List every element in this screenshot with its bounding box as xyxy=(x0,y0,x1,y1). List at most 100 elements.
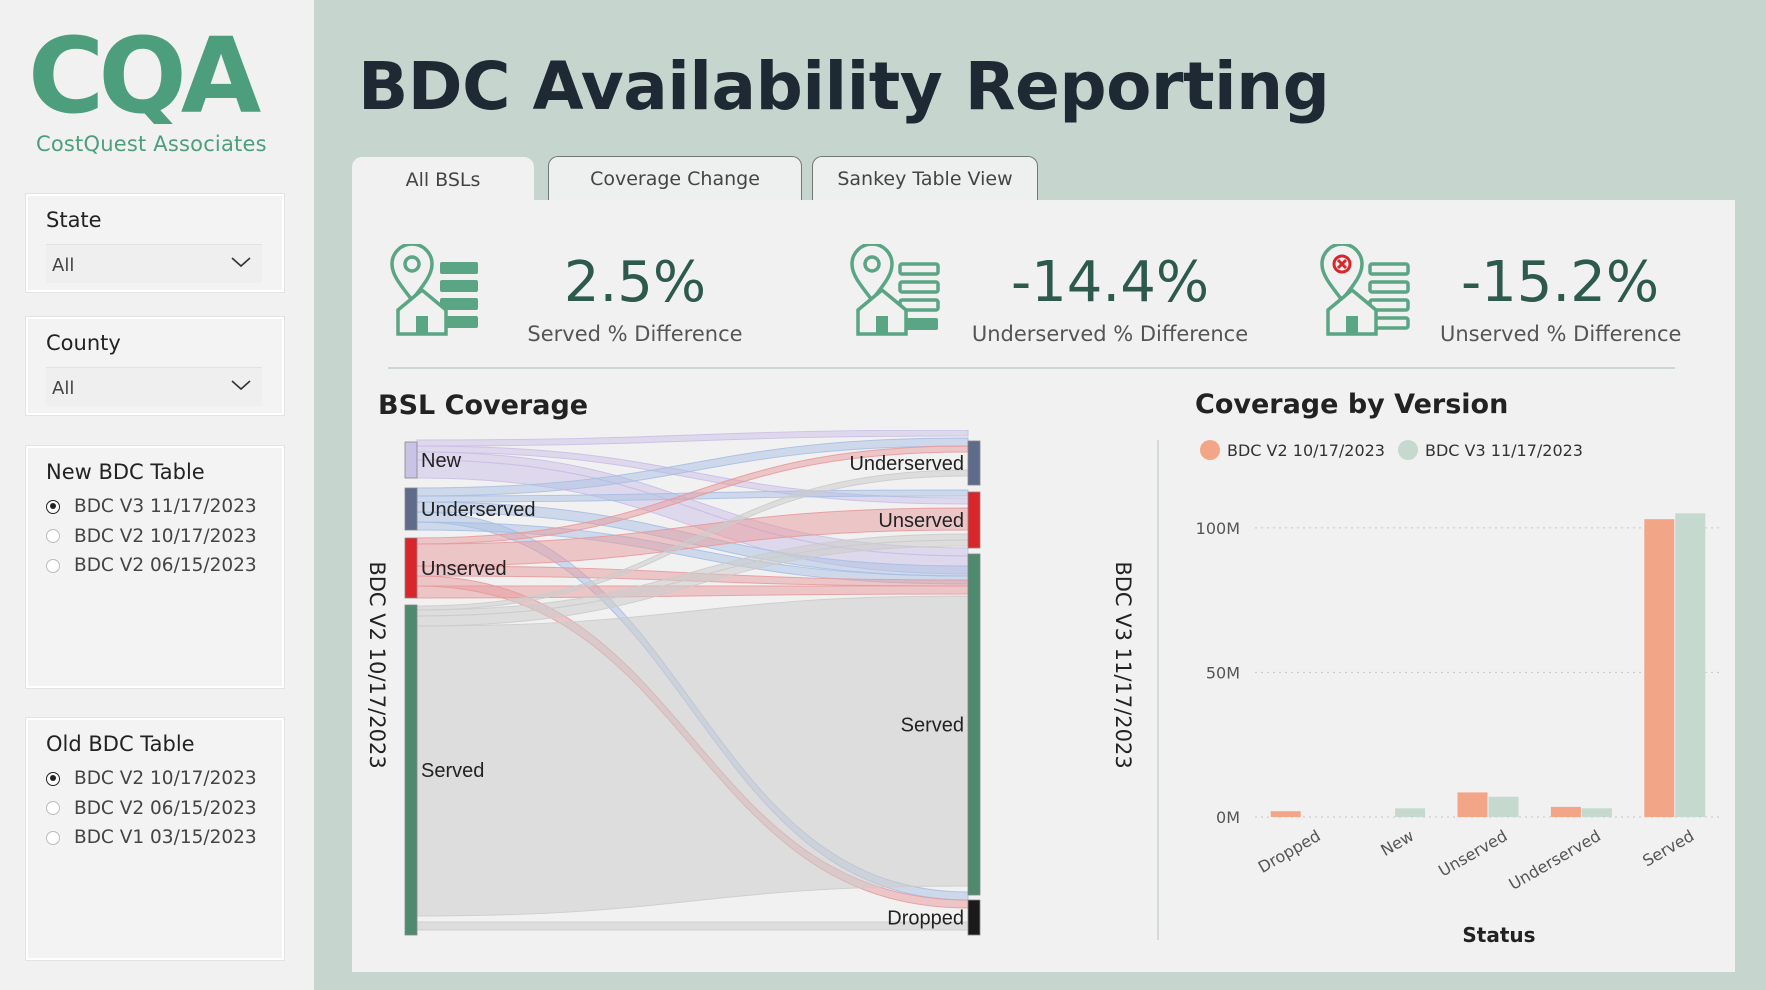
y-tick-label: 0M xyxy=(1216,808,1240,827)
bar-new-series-1[interactable] xyxy=(1395,808,1426,817)
chart-separator xyxy=(1157,440,1159,940)
served-difference-value: 2.5% xyxy=(563,250,707,315)
unserved-difference-value: -15.2% xyxy=(1460,250,1660,315)
map-pin-house-icon xyxy=(390,244,478,336)
bar-unserved-series-1[interactable] xyxy=(1488,796,1519,817)
sankey-flow xyxy=(416,430,969,447)
new-bdc-table-option-label: BDC V2 06/15/2023 xyxy=(74,555,257,577)
radio-icon[interactable] xyxy=(46,801,60,816)
county-dropdown[interactable]: All xyxy=(46,367,262,406)
sankey-left-axis-label: BDC V2 10/17/2023 xyxy=(365,561,389,768)
x-tick-label: New xyxy=(1377,826,1417,860)
sankey-label-left-underserved: Underserved xyxy=(421,499,536,521)
sankey-node-right-dropped[interactable] xyxy=(967,899,981,936)
page-title: BDC Availability Reporting xyxy=(358,48,1330,125)
county-slicer-title: County xyxy=(46,331,121,355)
county-slicer: County All xyxy=(26,317,284,415)
bsl-coverage-sankey: New Underserved Unserved Served Underserved U… xyxy=(365,430,1135,936)
legend-label[interactable]: BDC V3 11/17/2023 xyxy=(1425,441,1583,460)
sankey-node-left-unserved[interactable] xyxy=(404,537,418,599)
sankey-right-axis-label: BDC V3 11/17/2023 xyxy=(1111,561,1135,768)
logo-subtitle: CostQuest Associates xyxy=(36,132,267,156)
bar-underserved-series-1[interactable] xyxy=(1581,808,1612,817)
underserved-difference-value: -14.4% xyxy=(1010,250,1210,315)
radio-icon[interactable] xyxy=(46,499,60,514)
x-tick-label: Unserved xyxy=(1435,826,1510,880)
sankey-flow xyxy=(416,595,969,917)
sankey-label-left-served: Served xyxy=(421,760,484,782)
sankey-label-right-unserved: Unserved xyxy=(878,510,964,532)
cqa-logo: CQA CostQuest Associates xyxy=(28,24,288,164)
legend-label[interactable]: BDC V2 10/17/2023 xyxy=(1227,441,1385,460)
new-bdc-table-slicer: New BDC Table BDC V3 11/17/2023 BDC V2 10… xyxy=(26,446,284,688)
old-bdc-table-slicer: Old BDC Table BDC V2 10/17/2023 BDC V2 06… xyxy=(26,718,284,960)
map-pin-house-outline-icon xyxy=(850,244,940,336)
old-bdc-table-options: BDC V2 10/17/2023 BDC V2 06/15/2023 BDC V1… xyxy=(46,764,257,853)
radio-icon[interactable] xyxy=(46,529,60,544)
old-bdc-table-option-label: BDC V2 10/17/2023 xyxy=(74,768,257,790)
sankey-node-right-underserved[interactable] xyxy=(967,440,981,486)
sankey-node-left-underserved[interactable] xyxy=(404,487,418,531)
state-dropdown[interactable]: All xyxy=(46,244,262,283)
new-bdc-table-option[interactable]: BDC V3 11/17/2023 xyxy=(46,492,257,522)
bar-served-series-1[interactable] xyxy=(1675,513,1706,817)
sankey-node-right-unserved[interactable] xyxy=(967,491,981,549)
sankey-label-right-served: Served xyxy=(901,715,964,737)
old-bdc-table-title: Old BDC Table xyxy=(46,732,195,756)
tab-sankey-table-view[interactable]: Sankey Table View xyxy=(812,156,1038,200)
legend-swatch[interactable] xyxy=(1200,440,1220,460)
legend-swatch[interactable] xyxy=(1398,440,1418,460)
tab-coverage-change[interactable]: Coverage Change xyxy=(548,156,802,200)
y-tick-label: 50M xyxy=(1206,663,1240,682)
underserved-difference-label: Underserved % Difference xyxy=(971,322,1249,346)
sankey-label-right-underserved: Underserved xyxy=(849,453,964,475)
old-bdc-table-option-label: BDC V1 03/15/2023 xyxy=(74,827,257,849)
y-tick-label: 100M xyxy=(1196,519,1240,538)
tab-all-bsls[interactable]: All BSLs xyxy=(352,157,534,202)
x-tick-label: Dropped xyxy=(1255,826,1324,877)
state-slicer: State All xyxy=(26,194,284,292)
bar-chart-xlabel: Status xyxy=(1462,923,1535,947)
bar-served-series-0[interactable] xyxy=(1644,519,1675,817)
old-bdc-table-option[interactable]: BDC V2 10/17/2023 xyxy=(46,764,257,794)
kpi-divider xyxy=(388,367,1675,369)
sankey-node-left-new[interactable] xyxy=(404,441,418,479)
old-bdc-table-option-label: BDC V2 06/15/2023 xyxy=(74,797,257,819)
sankey-flow xyxy=(416,585,969,599)
new-bdc-table-option[interactable]: BDC V2 10/17/2023 xyxy=(46,522,257,552)
bar-unserved-series-0[interactable] xyxy=(1457,792,1488,817)
x-tick-label: Underserved xyxy=(1505,826,1603,894)
state-dropdown-value: All xyxy=(52,255,75,276)
old-bdc-table-option[interactable]: BDC V1 03/15/2023 xyxy=(46,823,257,853)
new-bdc-table-title: New BDC Table xyxy=(46,460,205,484)
bar-dropped-series-0[interactable] xyxy=(1270,811,1301,817)
coverage-by-version-chart: BDC V2 10/17/2023 BDC V3 11/17/2023 0M 50M… xyxy=(1196,440,1722,947)
x-tick-label: Served xyxy=(1639,826,1697,870)
radio-icon[interactable] xyxy=(46,830,60,845)
sankey-node-left-served[interactable] xyxy=(404,604,418,936)
served-difference-label: Served % Difference xyxy=(527,322,743,346)
chevron-down-icon xyxy=(231,257,251,268)
bar-underserved-series-0[interactable] xyxy=(1550,806,1581,817)
sidebar: CQA CostQuest Associates State All Count… xyxy=(0,0,314,990)
old-bdc-table-option[interactable]: BDC V2 06/15/2023 xyxy=(46,794,257,824)
new-bdc-table-option[interactable]: BDC V2 06/15/2023 xyxy=(46,551,257,581)
sankey-label-left-new: New xyxy=(421,450,462,472)
sankey-label-left-unserved: Unserved xyxy=(421,558,507,580)
radio-icon[interactable] xyxy=(46,558,60,573)
new-bdc-table-options: BDC V3 11/17/2023 BDC V2 10/17/2023 BDC V2… xyxy=(46,492,257,581)
bsl-coverage-title: BSL Coverage xyxy=(378,390,589,421)
state-slicer-title: State xyxy=(46,208,102,232)
county-dropdown-value: All xyxy=(52,378,75,399)
chevron-down-icon xyxy=(231,380,251,391)
coverage-by-version-title: Coverage by Version xyxy=(1195,389,1509,420)
new-bdc-table-option-label: BDC V3 11/17/2023 xyxy=(74,496,257,518)
sankey-label-right-dropped: Dropped xyxy=(887,908,964,930)
radio-icon[interactable] xyxy=(46,771,60,786)
logo-text: CQA xyxy=(28,24,261,124)
sankey-flow xyxy=(416,921,969,931)
new-bdc-table-option-label: BDC V2 10/17/2023 xyxy=(74,525,257,547)
map-pin-x-house-icon xyxy=(1320,244,1410,336)
unserved-difference-label: Unserved % Difference xyxy=(1440,322,1682,346)
sankey-node-right-served[interactable] xyxy=(967,553,981,896)
